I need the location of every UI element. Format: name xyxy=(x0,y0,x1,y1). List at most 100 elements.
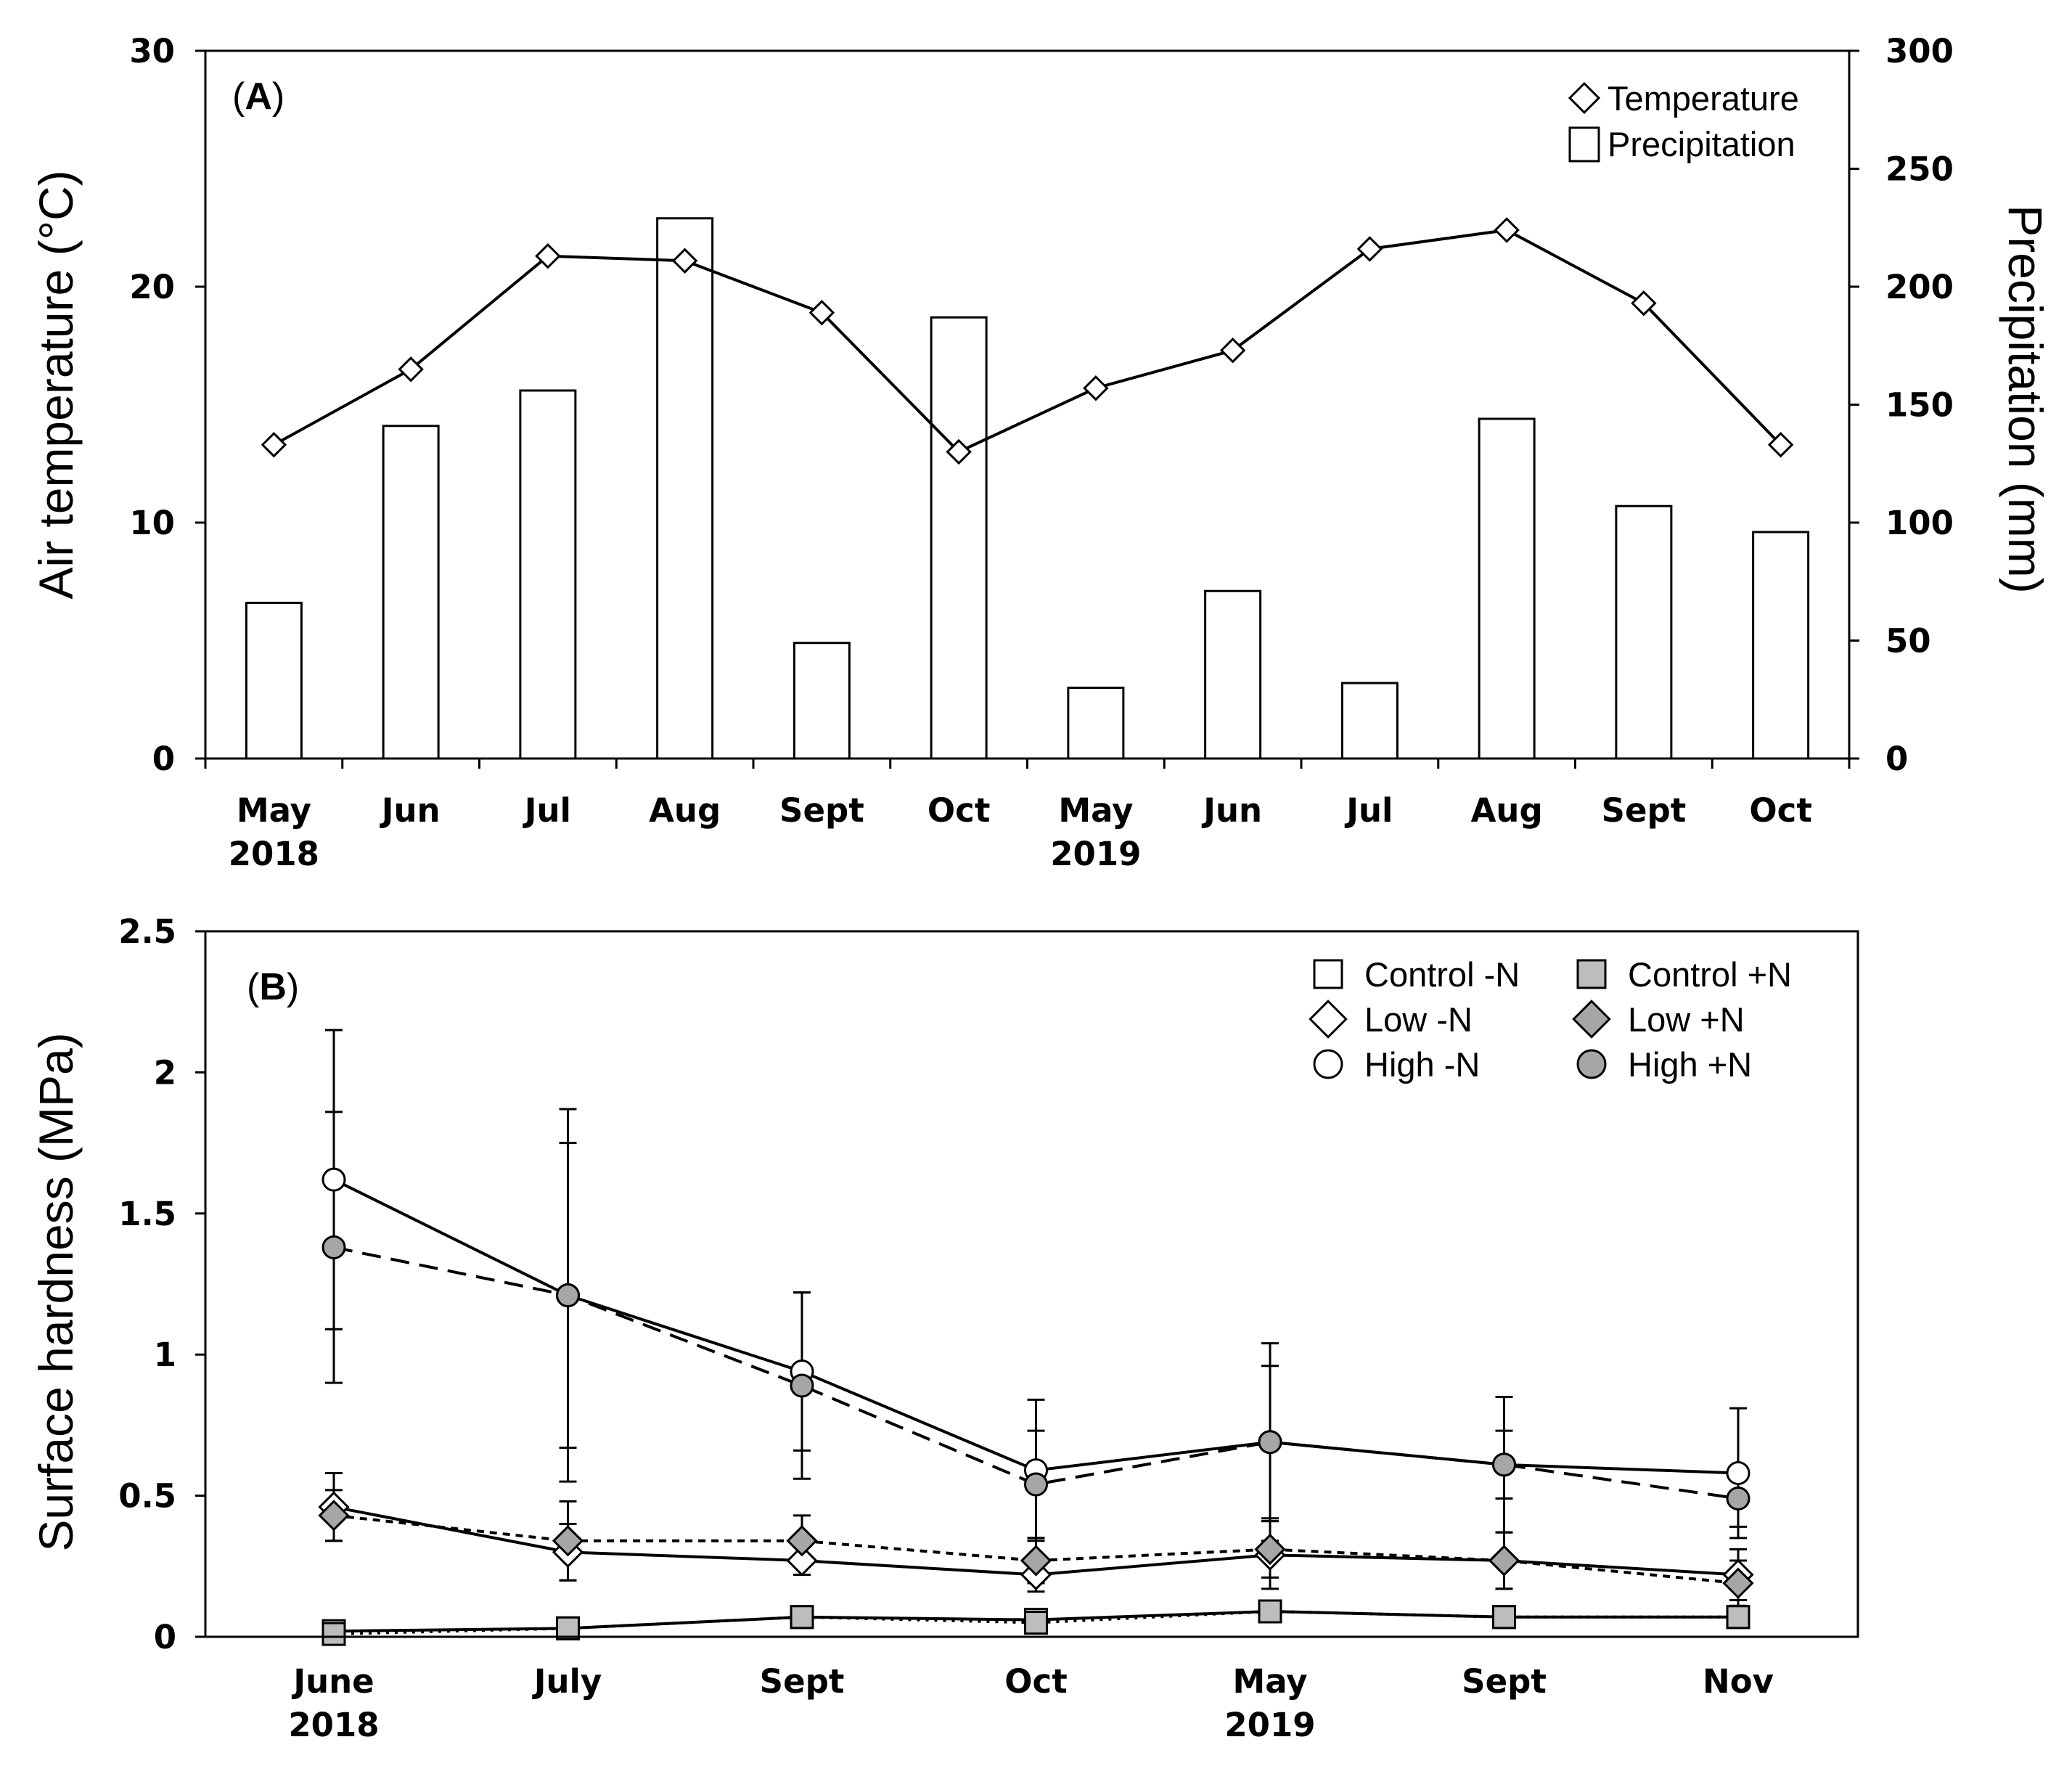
point-control-n-nov-6 xyxy=(1726,1605,1750,1630)
point-high-n-nov-6 xyxy=(1726,1460,1750,1485)
x-tick-label-jun: Jun xyxy=(380,791,441,830)
legend-control-n-label: Control -N xyxy=(1364,955,1520,994)
legend-control-n-swatch xyxy=(1313,959,1343,989)
y2-tick-label-100: 100 xyxy=(1885,504,1954,542)
legend-precipitation-swatch xyxy=(1568,126,1600,163)
legend-precipitation-label: Precipitation xyxy=(1608,125,1795,163)
precipitation-bar-aug-9 xyxy=(1478,417,1536,760)
panel-a-plot-frame xyxy=(204,49,1851,760)
panel-a-label: (A) xyxy=(232,75,284,118)
y-tick-label-2: 2 xyxy=(154,1053,176,1092)
temperature-point-sept-10 xyxy=(1631,290,1657,316)
point-high-n-june-0 xyxy=(322,1167,346,1192)
point-high-n-may-4 xyxy=(1258,1430,1282,1455)
x-tick-label-jul: Jul xyxy=(523,791,571,830)
x-tick-label-oct: Oct xyxy=(1749,791,1811,830)
point-control-n-july-1 xyxy=(556,1616,580,1640)
x-tick-label-nov-6: Nov xyxy=(1703,1662,1774,1701)
legend-high-n-swatch xyxy=(1313,1049,1343,1079)
year-label-2019: 2019 xyxy=(1050,835,1141,873)
x-tick-label-may: May xyxy=(1058,791,1133,830)
legend-temperature-swatch xyxy=(1568,81,1601,115)
legend-low-n-swatch xyxy=(1572,999,1611,1039)
temperature-line xyxy=(273,228,1782,454)
point-high-n-nov-6 xyxy=(1726,1486,1750,1510)
point-control-n-sept-5 xyxy=(1492,1605,1516,1630)
point-high-n-sept-2 xyxy=(790,1373,814,1398)
x-tick-label-sept-2: Sept xyxy=(760,1662,845,1701)
precipitation-bar-sept-4 xyxy=(793,642,851,760)
x-tick-label-aug: Aug xyxy=(649,791,721,830)
y-tick-label-0: 0 xyxy=(154,1618,176,1656)
x-tick-label-sept: Sept xyxy=(1602,791,1687,830)
temperature-markers xyxy=(261,217,1794,465)
panel-a-y-axis-title: Air temperature (°C) xyxy=(29,170,83,599)
point-low-n-sept-2 xyxy=(786,1545,818,1577)
precipitation-bar-oct-5 xyxy=(930,316,988,760)
y-tick-label-1-5: 1.5 xyxy=(118,1195,176,1233)
y-tick-label-1: 1 xyxy=(154,1336,176,1374)
series-markers-control-n xyxy=(322,1599,1750,1646)
precipitation-bar-jul-8 xyxy=(1340,682,1399,760)
temperature-point-oct-5 xyxy=(946,438,972,465)
legend-high-n-swatch xyxy=(1576,1049,1607,1079)
temperature-point-aug-9 xyxy=(1494,217,1520,243)
x-tick-label-jun: Jun xyxy=(1201,791,1262,830)
point-low-n-june-0 xyxy=(318,1500,350,1532)
precipitation-bar-aug-3 xyxy=(656,217,714,760)
x-tick-label-july-1: July xyxy=(532,1662,602,1701)
y2-tick-label-200: 200 xyxy=(1885,268,1954,306)
y-tick-label-0-5: 0.5 xyxy=(118,1477,176,1516)
series-markers-low-n xyxy=(318,1500,1754,1599)
y2-tick-label-300: 300 xyxy=(1885,32,1954,70)
point-low-n-sept-2 xyxy=(786,1525,818,1557)
panel-a-y2-axis-title: Precipitation (mm) xyxy=(1999,205,2052,593)
precipitation-bar-jun-1 xyxy=(382,425,440,760)
series-markers-high-n xyxy=(322,1235,1750,1510)
panel-b-y-axis-title: Surface hardness (MPa) xyxy=(29,1032,83,1551)
panel-b-label: (B) xyxy=(247,966,299,1008)
point-high-n-oct-3 xyxy=(1024,1472,1048,1497)
panel-a-temperature-precipitation-chart: May Jun Jul Aug Sept Oct May Jun Jul Aug Sept Oct 20… xyxy=(29,32,2052,873)
precipitation-bar-jul-2 xyxy=(519,389,577,760)
year-label-2018: 2018 xyxy=(288,1706,379,1744)
point-control-n-may-4 xyxy=(1258,1599,1282,1624)
panel-b-plot-frame xyxy=(204,930,1859,1638)
point-low-n-july-1 xyxy=(552,1525,584,1557)
x-tick-label-may: May xyxy=(237,791,311,830)
x-tick-label-sept-5: Sept xyxy=(1462,1662,1547,1701)
precipitation-bar-jun-7 xyxy=(1204,589,1262,760)
x-tick-label-june-0: June xyxy=(291,1662,374,1701)
y-tick-label-2-5: 2.5 xyxy=(118,912,176,951)
temperature-point-may-6 xyxy=(1083,375,1109,401)
point-control-n-sept-2 xyxy=(790,1605,814,1630)
temperature-point-jul-2 xyxy=(535,243,561,269)
point-control-n-oct-3 xyxy=(1024,1611,1048,1635)
legend-temperature-label: Temperature xyxy=(1608,79,1799,118)
x-tick-label-oct: Oct xyxy=(928,791,990,830)
point-low-n-sept-5 xyxy=(1488,1545,1520,1577)
temperature-point-may-0 xyxy=(261,432,287,458)
temperature-point-aug-3 xyxy=(671,248,698,274)
x-tick-label-jul: Jul xyxy=(1344,791,1393,830)
point-low-n-nov-6 xyxy=(1722,1567,1754,1599)
panel-b-surface-hardness-chart: June July Sept Oct May Sept Nov 2018 2019 0 0.5 1 1.… xyxy=(29,912,1859,1744)
legend-low-n-label: Low +N xyxy=(1628,1000,1745,1039)
temperature-point-sept-4 xyxy=(808,300,835,326)
x-tick-label-aug: Aug xyxy=(1471,791,1543,830)
legend-low-n-label: Low -N xyxy=(1364,1000,1473,1039)
legend-control-n-swatch xyxy=(1576,959,1607,989)
temperature-point-jun-1 xyxy=(398,356,424,383)
legend-high-n-label: High +N xyxy=(1628,1045,1752,1084)
legend-high-n-label: High -N xyxy=(1364,1045,1480,1084)
temperature-point-jun-7 xyxy=(1219,338,1246,364)
year-label-2019: 2019 xyxy=(1224,1706,1315,1744)
point-high-n-sept-5 xyxy=(1492,1452,1516,1477)
point-low-n-oct-3 xyxy=(1020,1545,1052,1577)
y2-tick-label-250: 250 xyxy=(1885,150,1954,189)
precipitation-bar-oct-11 xyxy=(1752,531,1810,760)
hardness-series xyxy=(318,1029,1754,1646)
y2-tick-label-50: 50 xyxy=(1885,622,1931,661)
year-label-2018: 2018 xyxy=(229,835,319,873)
